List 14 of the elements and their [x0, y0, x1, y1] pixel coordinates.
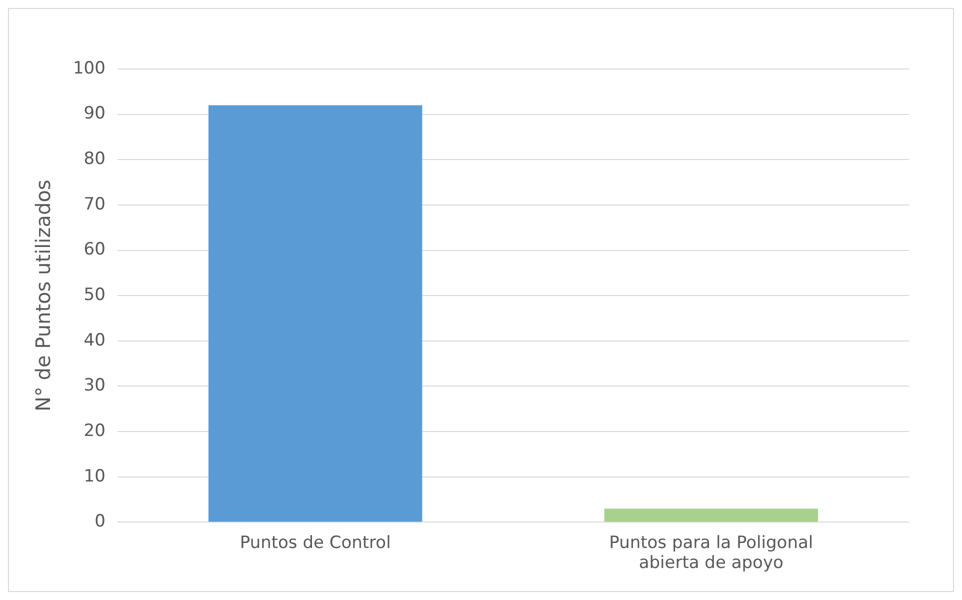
- x-tick-label: Puntos para la Poligonal abierta de apoyo: [609, 532, 814, 574]
- y-tick-label: 60: [84, 240, 106, 260]
- y-tick-label: 100: [72, 58, 106, 78]
- y-tick-label: 80: [84, 149, 106, 170]
- y-tick-label: 40: [84, 330, 106, 350]
- y-tick-label: 20: [84, 420, 106, 441]
- y-tick-label: 0: [94, 512, 106, 532]
- y-axis-title: N° de Puntos utilizados: [31, 180, 56, 412]
- x-tick-label: Puntos de Control: [240, 532, 391, 553]
- y-tick-label: 70: [84, 194, 106, 214]
- y-tick-label: 30: [84, 376, 106, 396]
- y-tick-label: 10: [84, 466, 106, 486]
- y-tick-label: 50: [84, 285, 106, 306]
- y-tick-label: 90: [84, 104, 106, 124]
